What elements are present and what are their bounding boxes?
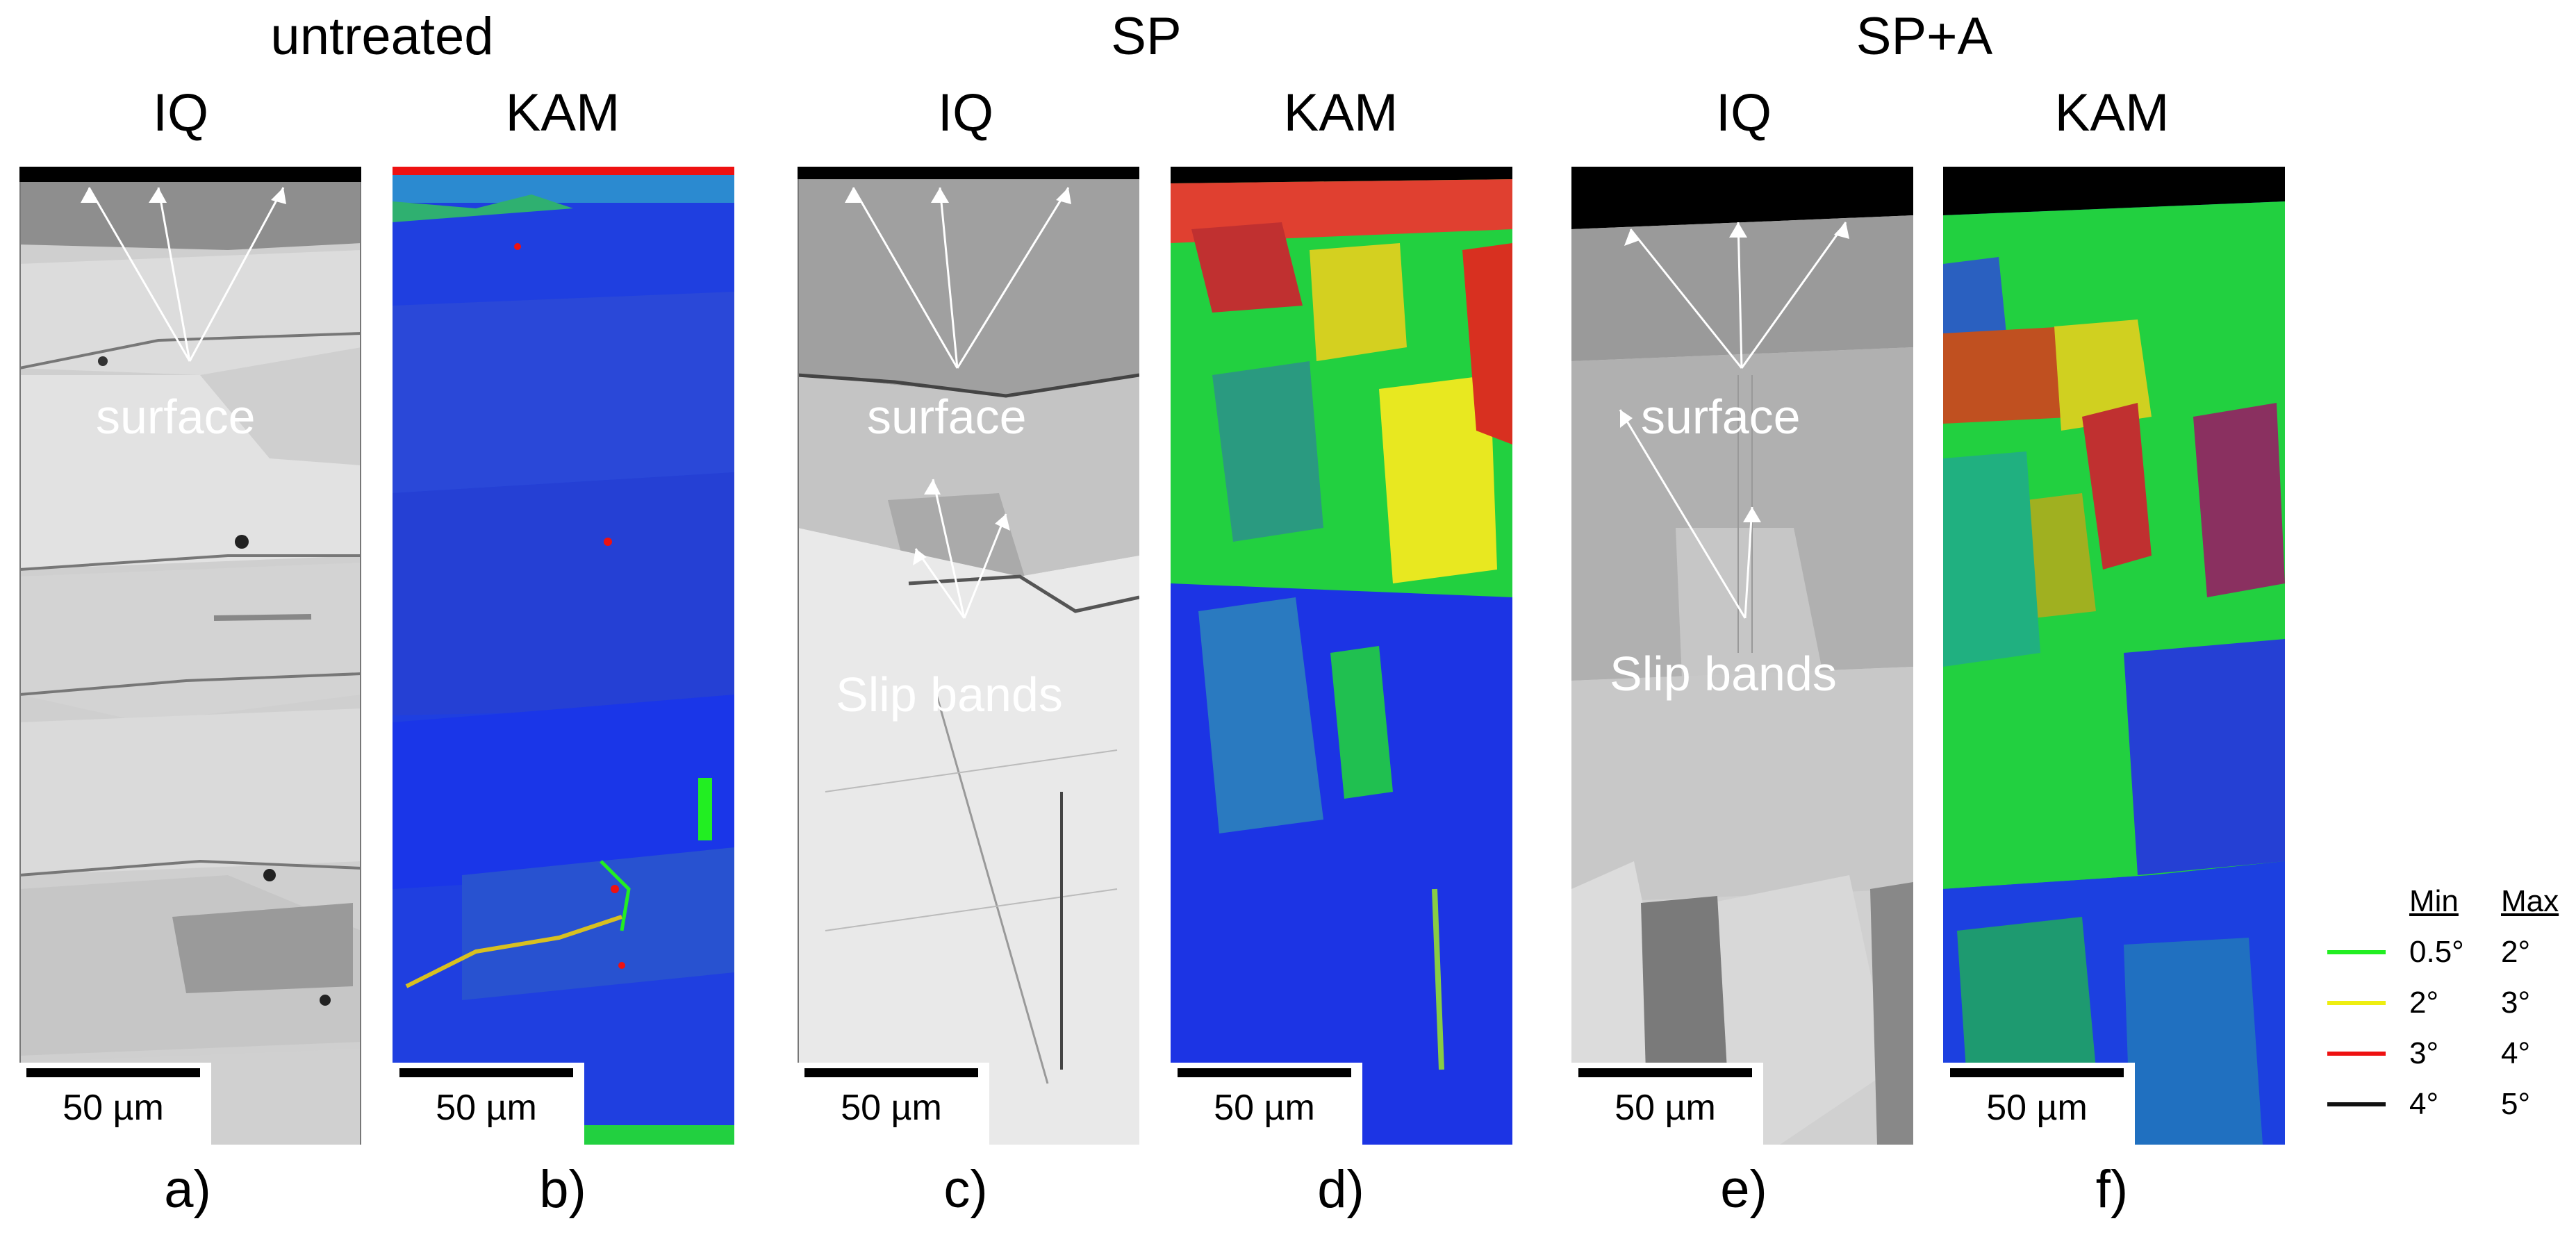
iq-micrograph-c [798, 167, 1139, 1145]
legend-max-value: 5° [2501, 1087, 2531, 1121]
annotation-surface-a: surface [96, 390, 256, 444]
legend-swatch-black [2327, 1102, 2386, 1106]
column-title-c: IQ [937, 83, 994, 142]
legend-min-value: 2° [2409, 986, 2439, 1020]
scale-bar-a: 50 µm [19, 1063, 211, 1145]
scale-bar-line [26, 1068, 200, 1077]
panel-label-d: d) [1317, 1160, 1364, 1219]
scale-bar-label: 50 µm [1615, 1088, 1716, 1128]
panel-label-f: f) [2095, 1160, 2129, 1219]
scale-bar-e: 50 µm [1571, 1063, 1763, 1145]
scale-bar-label: 50 µm [63, 1088, 164, 1128]
kam-map-f [1943, 167, 2285, 1145]
legend-min-value: 0.5° [2409, 935, 2464, 969]
column-title-e: IQ [1715, 83, 1772, 142]
scale-bar-line [804, 1068, 978, 1077]
scale-bar-label: 50 µm [1214, 1088, 1315, 1128]
scale-bar-c: 50 µm [798, 1063, 989, 1145]
group-title-sp-a: SP+A [1856, 7, 1993, 66]
panel-label-e: e) [1720, 1160, 1767, 1219]
annotation-surface-e: surface [1641, 390, 1801, 444]
legend-max-value: 3° [2501, 986, 2531, 1020]
legend-min-header: Min [2409, 884, 2459, 918]
kam-map-d [1171, 167, 1512, 1145]
iq-micrograph-a [19, 167, 361, 1145]
legend-max-header: Max [2501, 884, 2559, 918]
scale-bar-f: 50 µm [1943, 1063, 2135, 1145]
group-title-untreated: untreated [270, 7, 494, 66]
annotation-slip-bands-c: Slip bands [836, 667, 1063, 722]
panel-label-b: b) [539, 1160, 586, 1219]
annotation-slip-bands-e: Slip bands [1610, 647, 1837, 701]
legend-min-value: 3° [2409, 1036, 2439, 1070]
column-title-b: KAM [505, 83, 620, 142]
annotation-surface-c: surface [867, 390, 1027, 444]
panel-a-iq-untreated: surface 50 µm [19, 167, 361, 1145]
legend-max-value: 4° [2501, 1036, 2531, 1070]
scale-bar-line [1178, 1068, 1351, 1077]
scale-bar-line [399, 1068, 573, 1077]
scale-bar-label: 50 µm [1986, 1088, 2088, 1128]
panel-d-kam-sp: 50 µm [1171, 167, 1512, 1145]
group-title-sp: SP [1111, 7, 1182, 66]
panel-e-iq-sp-a: surface Slip bands 50 µm [1571, 167, 1913, 1145]
panel-label-a: a) [164, 1160, 211, 1219]
legend-swatch-green [2327, 950, 2386, 954]
legend-max-value: 2° [2501, 935, 2531, 969]
scale-bar-label: 50 µm [841, 1088, 942, 1128]
iq-micrograph-e [1571, 167, 1913, 1145]
scale-bar-label: 50 µm [436, 1088, 537, 1128]
scale-bar-line [1950, 1068, 2124, 1077]
scale-bar-b: 50 µm [393, 1063, 584, 1145]
kam-map-b [393, 167, 734, 1145]
panel-label-c: c) [943, 1160, 988, 1219]
scale-bar-line [1578, 1068, 1752, 1077]
legend-swatch-yellow [2327, 1001, 2386, 1005]
panel-c-iq-sp: surface Slip bands 50 µm [798, 167, 1139, 1145]
scale-bar-d: 50 µm [1171, 1063, 1362, 1145]
panel-f-kam-sp-a: 50 µm [1943, 167, 2285, 1145]
column-title-d: KAM [1283, 83, 1398, 142]
panel-b-kam-untreated: 50 µm [393, 167, 734, 1145]
column-title-a: IQ [152, 83, 209, 142]
column-title-f: KAM [2054, 83, 2170, 142]
kam-legend: Min Max 0.5° 2° 2° 3° 3° 4° 4° 5° [2327, 882, 2570, 1174]
legend-min-value: 4° [2409, 1087, 2439, 1121]
legend-swatch-red [2327, 1052, 2386, 1056]
